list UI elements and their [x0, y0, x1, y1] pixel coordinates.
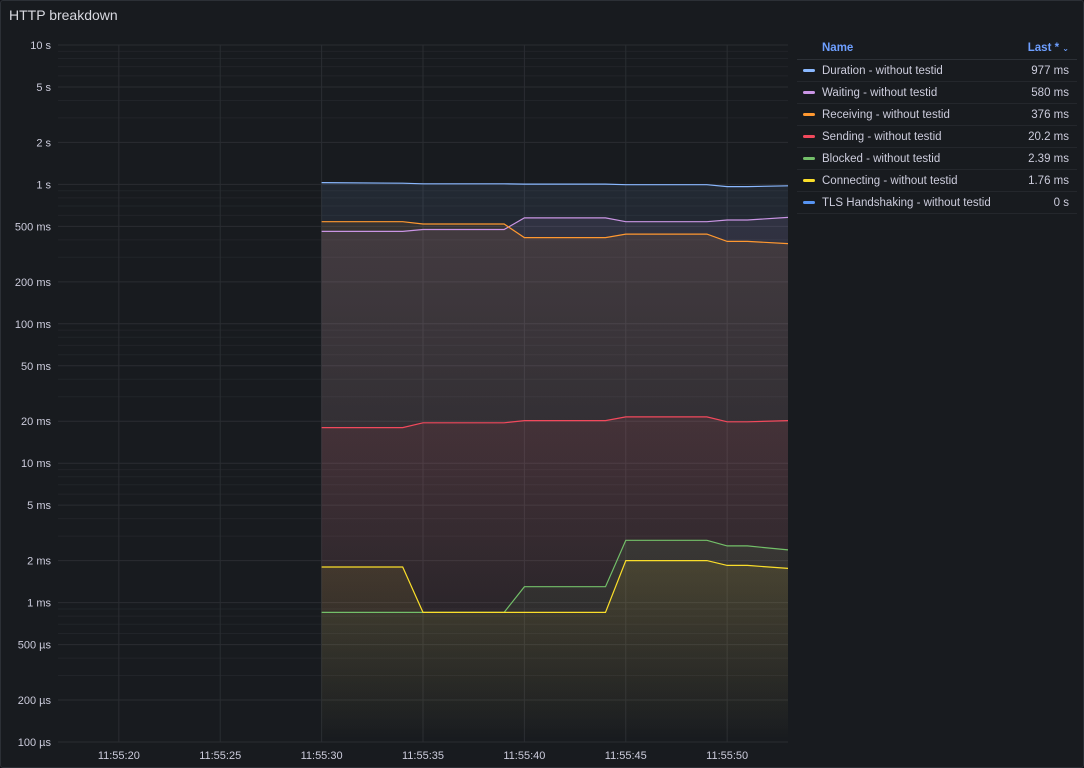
legend-color-swatch	[803, 201, 815, 204]
y-tick-label: 500 µs	[18, 640, 52, 652]
y-axis: 10 s 5 s 2 s 1 s 500 ms 200 ms 100 ms 50 ms 20 m…	[15, 40, 52, 749]
x-tick-label: 11:55:35	[402, 750, 444, 762]
series-line[interactable]	[321, 216, 789, 232]
y-tick-label: 100 µs	[18, 737, 52, 749]
legend-series-value: 580 ms	[1031, 86, 1069, 99]
legend-color-swatch	[803, 157, 815, 160]
legend-series-name: TLS Handshaking - without testid	[822, 196, 991, 209]
y-tick-label: 200 ms	[15, 277, 52, 289]
legend-series-name: Blocked - without testid	[822, 152, 941, 165]
y-tick-label: 2 ms	[27, 556, 51, 568]
panel-title[interactable]: HTTP breakdown	[9, 7, 118, 23]
legend-header: Name Last * ⌄	[797, 37, 1077, 60]
y-tick-label: 200 µs	[18, 695, 52, 707]
series-lines	[321, 182, 789, 613]
x-tick-label: 11:55:25	[199, 750, 241, 762]
legend-row[interactable]: Blocked - without testid 2.39 ms	[797, 148, 1077, 170]
legend-series-name: Duration - without testid	[822, 64, 943, 77]
legend-color-swatch	[803, 135, 815, 138]
series-line[interactable]	[321, 221, 789, 245]
legend-series-value: 376 ms	[1031, 108, 1069, 121]
legend-series-name: Sending - without testid	[822, 130, 942, 143]
y-tick-label: 10 ms	[21, 458, 51, 470]
x-tick-label: 11:55:30	[301, 750, 343, 762]
legend-series-name: Receiving - without testid	[822, 108, 950, 121]
y-tick-label: 10 s	[30, 40, 51, 52]
legend-series-value: 0 s	[1053, 196, 1069, 209]
time-series-chart[interactable]: 10 s 5 s 2 s 1 s 500 ms 200 ms 100 ms 50 ms 20 m…	[1, 1, 801, 767]
legend-row[interactable]: Receiving - without testid 376 ms	[797, 104, 1077, 126]
series-line[interactable]	[321, 560, 789, 613]
legend-series-value: 977 ms	[1031, 64, 1069, 77]
legend-name-header[interactable]: Name	[822, 42, 854, 54]
x-tick-label: 11:55:45	[605, 750, 647, 762]
legend-row[interactable]: TLS Handshaking - without testid 0 s	[797, 192, 1077, 214]
series-area	[321, 560, 788, 742]
y-tick-label: 5 s	[36, 82, 51, 94]
y-tick-label: 100 ms	[15, 319, 52, 331]
chevron-down-icon: ⌄	[1062, 44, 1069, 53]
legend-color-swatch	[803, 113, 815, 116]
y-tick-label: 5 ms	[27, 500, 51, 512]
legend-row[interactable]: Waiting - without testid 580 ms	[797, 82, 1077, 104]
legend-row[interactable]: Sending - without testid 20.2 ms	[797, 126, 1077, 148]
y-tick-label: 20 ms	[21, 416, 51, 428]
legend-series-value: 1.76 ms	[1028, 174, 1069, 187]
legend: Name Last * ⌄ Duration - without testid 9…	[797, 37, 1077, 214]
legend-series-name: Connecting - without testid	[822, 174, 958, 187]
series-line[interactable]	[321, 182, 789, 188]
legend-series-value: 2.39 ms	[1028, 152, 1069, 165]
legend-color-swatch	[803, 69, 815, 72]
y-tick-label: 1 ms	[27, 598, 51, 610]
series-line[interactable]	[321, 416, 789, 429]
legend-color-swatch	[803, 91, 815, 94]
x-axis: 11:55:20 11:55:25 11:55:30 11:55:35 11:55:40…	[98, 750, 748, 762]
legend-color-swatch	[803, 179, 815, 182]
legend-sort-header[interactable]: Last * ⌄	[1028, 42, 1069, 54]
legend-row[interactable]: Connecting - without testid 1.76 ms	[797, 170, 1077, 192]
y-tick-label: 50 ms	[21, 361, 51, 373]
y-tick-label: 1 s	[36, 179, 51, 191]
series-line[interactable]	[321, 539, 789, 613]
y-tick-label: 500 ms	[15, 221, 52, 233]
legend-rows: Duration - without testid 977 ms Waiting -…	[797, 60, 1077, 214]
x-tick-label: 11:55:40	[503, 750, 545, 762]
legend-value-header: Last *	[1027, 42, 1060, 54]
legend-series-value: 20.2 ms	[1028, 130, 1069, 143]
x-tick-label: 11:55:50	[706, 750, 748, 762]
legend-row[interactable]: Duration - without testid 977 ms	[797, 60, 1077, 82]
y-tick-label: 2 s	[36, 137, 51, 149]
x-tick-label: 11:55:20	[98, 750, 140, 762]
legend-series-name: Waiting - without testid	[822, 86, 938, 99]
series-fills	[321, 182, 788, 743]
